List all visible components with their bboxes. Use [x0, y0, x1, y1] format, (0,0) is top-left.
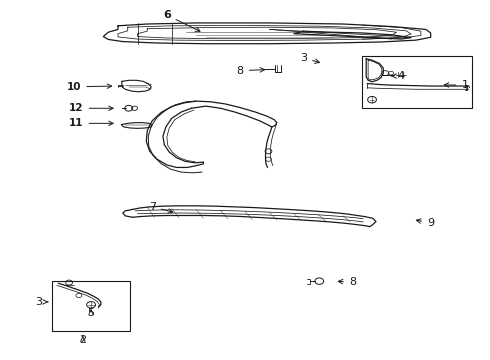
Text: 11: 11: [69, 118, 113, 128]
Text: +: +: [398, 71, 406, 80]
Bar: [362, 56, 472, 108]
Text: 6: 6: [163, 10, 200, 31]
Text: 12: 12: [69, 103, 113, 113]
Text: 3: 3: [300, 53, 319, 63]
Text: 2: 2: [79, 334, 86, 345]
Text: 4: 4: [392, 71, 405, 81]
Text: 1: 1: [444, 80, 468, 90]
Text: 3: 3: [35, 297, 48, 307]
Text: 10: 10: [67, 82, 112, 92]
Text: 5: 5: [88, 309, 95, 318]
Text: 8: 8: [338, 277, 356, 287]
Bar: [52, 281, 130, 330]
Text: 9: 9: [416, 218, 434, 228]
Text: 8: 8: [237, 66, 265, 76]
Text: 7: 7: [148, 202, 173, 213]
Text: +: +: [394, 71, 401, 80]
